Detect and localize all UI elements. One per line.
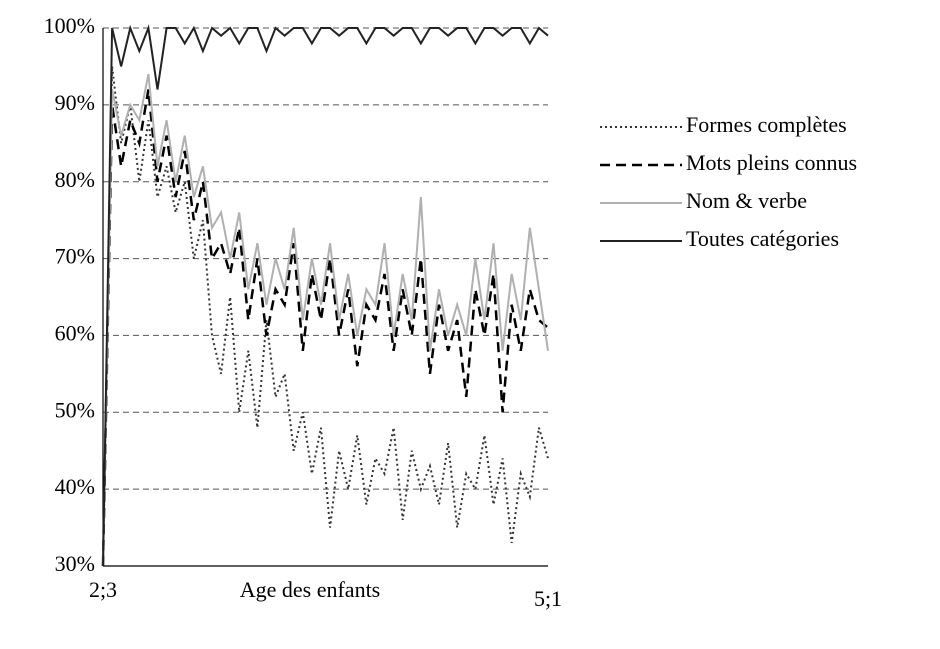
- legend-label: Toutes catégories: [686, 226, 839, 251]
- y-tick-label: 60%: [55, 320, 95, 345]
- y-tick-label: 100%: [44, 13, 95, 38]
- x-tick-label: 2;3: [89, 577, 117, 602]
- legend-label: Formes complètes: [686, 112, 847, 137]
- y-tick-label: 70%: [55, 244, 95, 269]
- series-line: [101, 89, 549, 567]
- legend-label: Nom & verbe: [686, 188, 807, 213]
- series-line: [102, 66, 549, 567]
- x-tick-label: 5;1: [534, 586, 562, 611]
- legend-label: Mots pleins connus: [686, 150, 857, 175]
- y-tick-label: 90%: [55, 90, 95, 115]
- y-tick-label: 50%: [55, 397, 95, 422]
- y-tick-label: 40%: [55, 474, 95, 499]
- y-tick-label: 80%: [55, 167, 95, 192]
- x-axis-title: Age des enfants: [240, 577, 381, 602]
- series-line: [102, 73, 549, 567]
- series-line: [102, 24, 549, 567]
- y-tick-label: 30%: [55, 551, 95, 576]
